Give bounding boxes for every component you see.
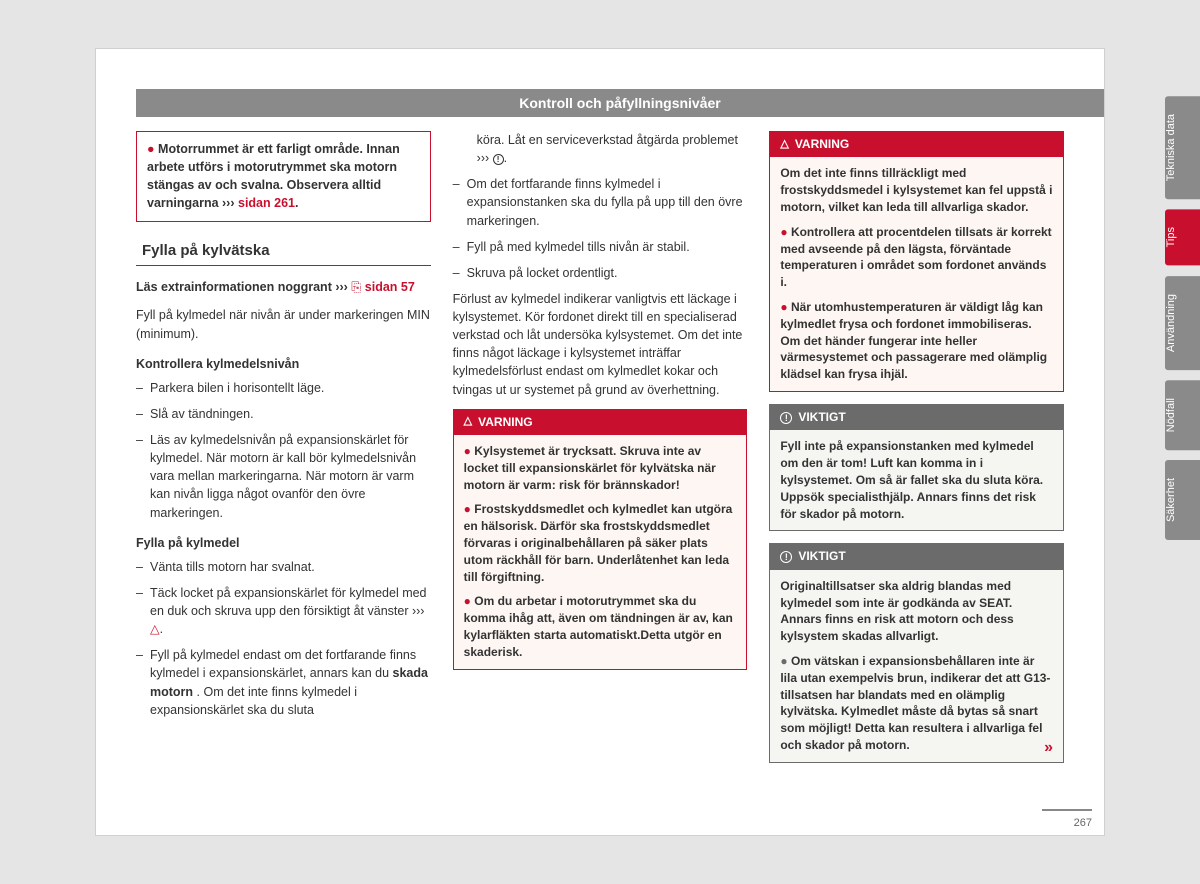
warning-triangle-icon: △: [780, 137, 788, 153]
list-item: Fyll på kylmedel endast om det fortfaran…: [136, 646, 431, 719]
callout-title: VARNING: [795, 136, 849, 153]
callout-header: ! VIKTIGT: [770, 544, 1063, 569]
body-paragraph: Förlust av kylmedel indikerar vanligtvis…: [453, 290, 748, 399]
manual-page: Kontroll och påfyllningsnivåer ● Motorru…: [95, 48, 1105, 836]
page-header: Kontroll och påfyllningsnivåer: [136, 89, 1104, 117]
important-callout: ! VIKTIGT Originaltillsatser ska aldrig …: [769, 543, 1064, 762]
list-item: Fyll på med kylmedel tills nivån är stab…: [453, 238, 748, 256]
warning-triangle-icon: △: [150, 622, 160, 636]
book-icon: ⎘: [351, 280, 361, 294]
top-warning-box: ● Motorrummet är ett farligt område. Inn…: [136, 131, 431, 222]
tab-nodfall[interactable]: Nödfall: [1165, 380, 1200, 450]
column-2: köra. Låt en serviceverkstad åtgärda pro…: [453, 131, 748, 805]
callout-item: Om du arbetar i motorutrymmet ska du kom…: [464, 594, 733, 658]
callout-body: Originaltillsatser ska aldrig blandas me…: [770, 570, 1063, 762]
list-item: Parkera bilen i horisontellt läge.: [136, 379, 431, 397]
tab-sakerhet[interactable]: Säkerhet: [1165, 460, 1200, 540]
warning-callout: △ VARNING ● Kylsystemet är trycksatt. Sk…: [453, 409, 748, 670]
bullet-icon: ●: [780, 654, 787, 668]
callout-item: Kylsystemet är trycksatt. Skruva inte av…: [464, 444, 716, 492]
lead-before: Läs extrainformationen noggrant ›››: [136, 280, 351, 294]
callout-text: Originaltillsatser ska aldrig blandas me…: [780, 578, 1053, 645]
callout-body: Om det inte finns tillräckligt med frost…: [770, 157, 1063, 391]
callout-item: Kontrollera att procentdelen tillsats är…: [780, 225, 1051, 289]
list-item: köra. Låt en serviceverkstad åtgärda pro…: [453, 131, 748, 167]
warning-triangle-icon: △: [464, 414, 472, 430]
section-heading: Fylla på kylvätska: [136, 240, 431, 267]
bullet-icon: ●: [464, 444, 471, 458]
list-item: Täck locket på expansionskärlet för kylm…: [136, 584, 431, 638]
warning-callout: △ VARNING Om det inte finns tillräckligt…: [769, 131, 1064, 392]
tab-tekniska-data[interactable]: Tekniska data: [1165, 96, 1200, 199]
list-item: Skruva på locket ordentligt.: [453, 264, 748, 282]
callout-title: VIKTIGT: [798, 409, 845, 426]
callout-header: △ VARNING: [454, 410, 747, 435]
info-icon: !: [780, 551, 792, 563]
side-tabs: Tekniska data Tips Användning Nödfall Sä…: [1165, 96, 1200, 540]
intro-text: Fyll på kylmedel när nivån är under mark…: [136, 306, 431, 342]
check-list: Parkera bilen i horisontellt läge. Slå a…: [136, 379, 431, 522]
page-ref-link[interactable]: sidan 261: [238, 196, 295, 210]
list-item-text: Täck locket på expansionskärlet för kylm…: [150, 586, 427, 618]
callout-text: Fyll inte på expansionstanken med kylmed…: [780, 438, 1053, 522]
callout-intro: Om det inte finns tillräckligt med frost…: [780, 165, 1053, 215]
subhead-fill: Fylla på kylmedel: [136, 534, 431, 552]
callout-item: Frostskyddsmedlet och kylmedlet kan utgö…: [464, 502, 733, 583]
page-number: 267: [1074, 817, 1092, 829]
list-item: Läs av kylmedelsnivån på expansionskärle…: [136, 431, 431, 522]
bullet-icon: ●: [147, 142, 155, 156]
continue-arrow-icon: »: [1044, 737, 1053, 759]
callout-item: Om vätskan i expansionsbehållaren inte ä…: [780, 654, 1050, 752]
important-callout: ! VIKTIGT Fyll inte på expansionstanken …: [769, 404, 1064, 531]
callout-header: ! VIKTIGT: [770, 405, 1063, 430]
subhead-check: Kontrollera kylmedelsnivån: [136, 355, 431, 373]
header-title: Kontroll och påfyllningsnivåer: [519, 95, 720, 111]
bullet-icon: ●: [464, 594, 471, 608]
content-columns: ● Motorrummet är ett farligt område. Inn…: [136, 131, 1064, 805]
column-3: △ VARNING Om det inte finns tillräckligt…: [769, 131, 1064, 805]
footer-line: [1042, 809, 1092, 811]
list-item: Slå av tändningen.: [136, 405, 431, 423]
callout-title: VIKTIGT: [798, 548, 845, 565]
list-item: Om det fortfarande finns kylmedel i expa…: [453, 175, 748, 229]
callout-item: När utomhustemperaturen är väldigt låg k…: [780, 300, 1047, 381]
bullet-icon: ●: [780, 300, 787, 314]
list-item-before: Fyll på kylmedel endast om det fortfaran…: [150, 648, 416, 680]
info-icon: !: [780, 412, 792, 424]
fill-list: Vänta tills motorn har svalnat. Täck loc…: [136, 558, 431, 719]
list-item: Vänta tills motorn har svalnat.: [136, 558, 431, 576]
continued-list: köra. Låt en serviceverkstad åtgärda pro…: [453, 131, 748, 282]
callout-title: VARNING: [478, 414, 532, 431]
tab-anvandning[interactable]: Användning: [1165, 276, 1200, 370]
callout-header: △ VARNING: [770, 132, 1063, 157]
topbox-after: .: [295, 196, 298, 210]
column-1: ● Motorrummet är ett farligt område. Inn…: [136, 131, 431, 805]
bullet-icon: ●: [780, 225, 787, 239]
info-icon: !: [493, 154, 504, 165]
tab-tips[interactable]: Tips: [1165, 209, 1200, 265]
bullet-icon: ●: [464, 502, 471, 516]
callout-body: Fyll inte på expansionstanken med kylmed…: [770, 430, 1063, 530]
list-item-text: köra. Låt en serviceverkstad åtgärda pro…: [477, 133, 738, 165]
lead-link[interactable]: sidan 57: [365, 280, 415, 294]
lead-paragraph: Läs extrainformationen noggrant ››› ⎘ si…: [136, 278, 431, 296]
callout-body: ● Kylsystemet är trycksatt. Skruva inte …: [454, 435, 747, 669]
